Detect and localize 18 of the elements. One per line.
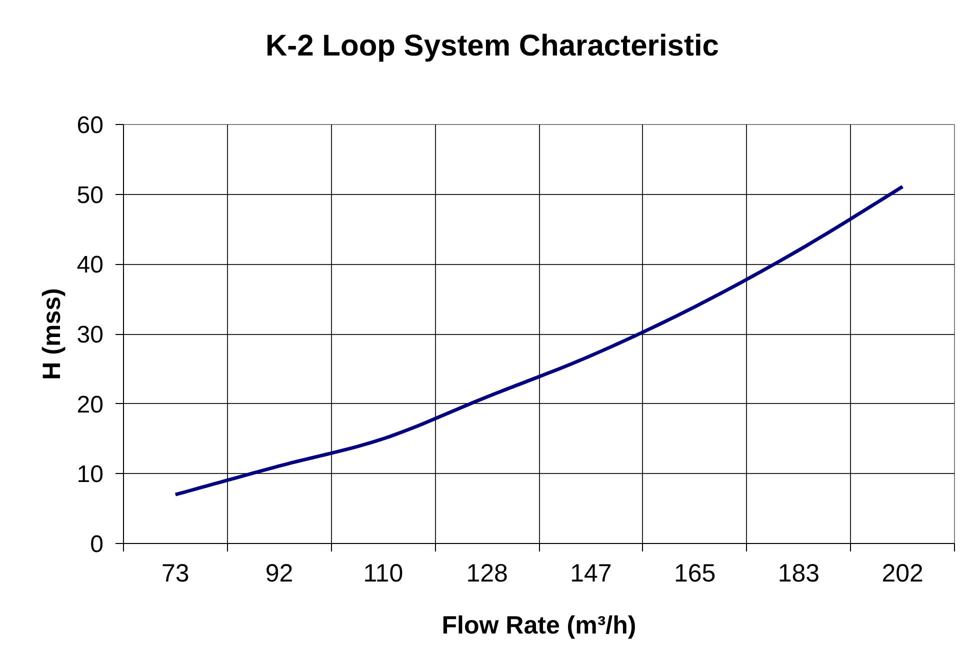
x-tick-label: 147 xyxy=(570,560,612,588)
y-tick-label: 50 xyxy=(76,182,104,209)
x-tick-label: 202 xyxy=(882,560,924,588)
chart-title: K-2 Loop System Characteristic xyxy=(266,30,719,62)
y-axis-title: H (mss) xyxy=(38,288,66,380)
x-tick-label: 73 xyxy=(162,560,190,588)
y-tick-label: 40 xyxy=(76,252,104,279)
x-tick-label: 128 xyxy=(466,560,508,588)
x-axis-title: Flow Rate (m³/h) xyxy=(442,612,636,640)
y-tick-label: 0 xyxy=(90,531,104,558)
x-tick-label: 183 xyxy=(778,560,820,588)
x-tick-label: 92 xyxy=(265,560,294,588)
x-tick-label: 165 xyxy=(674,560,716,588)
y-tick-label: 60 xyxy=(76,112,104,139)
y-tick-label: 20 xyxy=(76,391,104,418)
x-tick-label: 110 xyxy=(363,560,404,588)
y-tick-label: 10 xyxy=(76,461,104,488)
y-tick-label: 30 xyxy=(76,322,104,348)
